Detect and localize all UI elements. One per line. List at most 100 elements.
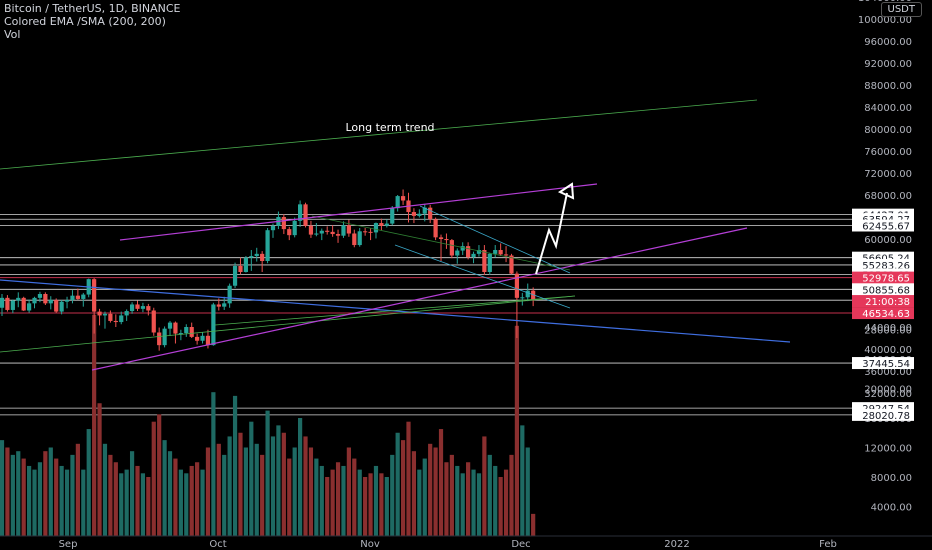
volume-bar: [37, 462, 43, 536]
symbol-title[interactable]: Bitcoin / TetherUS, 1D, BINANCE: [4, 2, 181, 15]
candle-body: [498, 250, 503, 255]
arrow-head: [557, 182, 575, 200]
volume-bar: [32, 469, 37, 536]
candle-body: [493, 250, 498, 254]
candle-body: [59, 301, 64, 312]
volume-bar: [335, 462, 341, 536]
candle-body: [227, 285, 232, 304]
price-tick-label: 68000.00: [864, 191, 912, 202]
price-tick-label: 60000.00: [864, 235, 912, 246]
volume-bar: [460, 473, 465, 536]
candle-body: [102, 313, 108, 316]
volume-bars: [0, 314, 536, 536]
trendlines: [0, 182, 791, 371]
candle-body: [10, 300, 15, 310]
candle-body: [368, 231, 373, 233]
candle-body: [482, 250, 487, 272]
candle-body: [81, 294, 86, 299]
candle-body: [195, 336, 200, 341]
candle-body: [531, 290, 536, 301]
time-axis[interactable]: Sep Oct Nov Dec 2022 Feb: [0, 535, 932, 550]
time-label: Sep: [59, 539, 78, 550]
level-label-text: 50855.68: [862, 285, 910, 296]
price-tick-label: 36000.00: [864, 367, 912, 378]
volume-bar: [243, 447, 248, 536]
candle-body: [281, 217, 286, 230]
candle-body: [254, 253, 259, 257]
time-label: Feb: [819, 539, 837, 550]
candle-body: [384, 223, 389, 226]
level-label-text: 37445.54: [862, 359, 910, 370]
volume-bar: [102, 443, 108, 536]
level-label-box: [852, 258, 914, 271]
volume-title[interactable]: Vol: [4, 28, 21, 41]
volume-bar: [531, 513, 536, 536]
candle-body: [525, 290, 530, 298]
volume-bar: [108, 454, 113, 536]
volume-bar: [178, 469, 183, 536]
wedge-lower: [394, 244, 571, 309]
drawing-layer: [0, 99, 852, 416]
countdown-text: 21:00:38: [865, 297, 910, 308]
volume-bar: [368, 473, 373, 536]
candle-body: [113, 320, 118, 323]
volume-bar: [325, 477, 330, 536]
volume-bar: [140, 473, 146, 536]
level-label-box: [852, 408, 914, 421]
candle-body: [232, 265, 238, 286]
volume-bar: [43, 451, 48, 536]
candle-body: [140, 306, 146, 309]
indicator-title[interactable]: Colored EMA /SMA (200, 200): [4, 15, 166, 28]
candle-body: [417, 213, 422, 216]
projection-arrow: [535, 192, 568, 275]
candle-body: [167, 322, 173, 329]
volume-bar: [498, 477, 503, 536]
volume-bar: [27, 465, 32, 536]
volume-bar: [216, 443, 221, 536]
price-tick-label: 72000.00: [864, 169, 912, 180]
volume-bar: [357, 469, 362, 536]
candle-body: [0, 297, 5, 308]
volume-bar: [363, 477, 368, 536]
candle-body: [514, 273, 519, 298]
candle-body: [287, 229, 292, 236]
volume-bar: [352, 458, 357, 536]
volume-bar: [438, 429, 444, 536]
volume-bar: [330, 469, 335, 536]
volume-bar: [449, 454, 454, 536]
candle-body: [509, 255, 514, 274]
candle-body: [32, 297, 37, 304]
candle-body: [395, 196, 400, 209]
volume-bar: [455, 465, 460, 536]
candle-body: [146, 306, 151, 311]
countdown-box: [852, 295, 914, 308]
candle-body: [400, 196, 406, 201]
volume-bar: [119, 473, 124, 536]
volume-bar: [151, 421, 156, 536]
volume-bar: [411, 451, 417, 536]
level-label-text: 55283.26: [862, 261, 910, 272]
volume-bar: [390, 454, 395, 536]
volume-bar: [373, 465, 379, 536]
candle-body: [319, 230, 324, 234]
candle-body: [422, 207, 427, 214]
volume-bar: [487, 454, 492, 536]
volume-bar: [400, 440, 406, 536]
volume-bar: [281, 432, 286, 536]
volume-bar: [59, 465, 64, 536]
currency-button[interactable]: USDT: [880, 2, 922, 17]
candle-body: [357, 231, 362, 246]
volume-bar: [379, 473, 384, 536]
candle-body: [189, 327, 194, 337]
volume-bar: [346, 447, 351, 536]
volume-bar: [167, 451, 173, 536]
volume-bar: [200, 469, 205, 536]
volume-bar: [162, 440, 167, 536]
candle-body: [433, 219, 438, 238]
price-tick-label: 88000.00: [864, 81, 912, 92]
candle-body: [363, 231, 368, 233]
ema-line: [0, 295, 576, 353]
volume-bar: [16, 451, 21, 536]
volume-bar: [48, 447, 53, 536]
